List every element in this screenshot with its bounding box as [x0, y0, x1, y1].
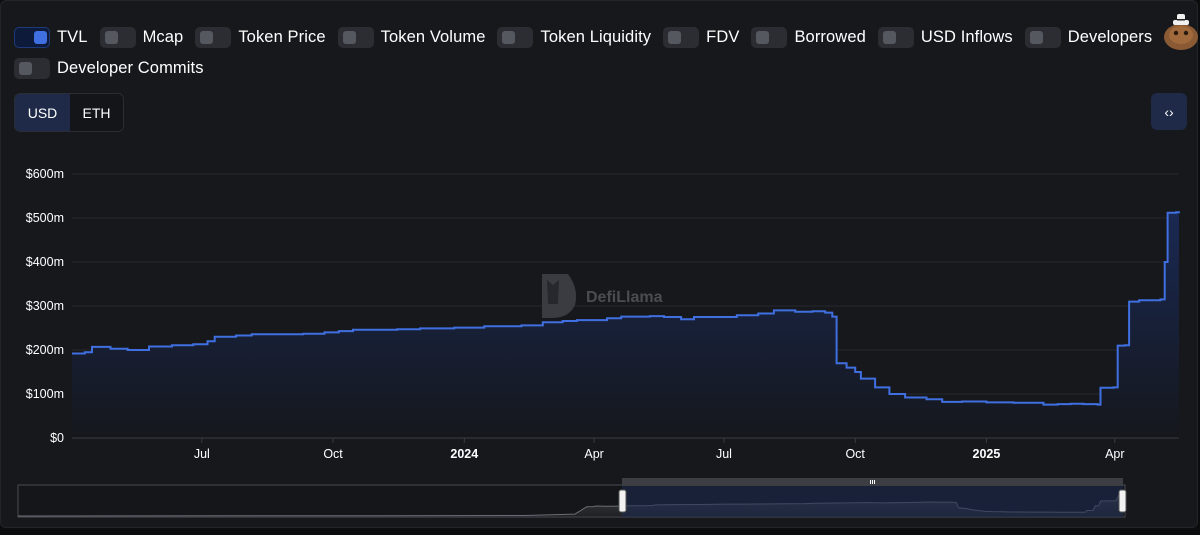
x-tick-label: 2025	[973, 447, 1001, 461]
toggle-knob	[1029, 31, 1043, 44]
toggle-switch[interactable]	[1024, 27, 1061, 48]
currency-usd-button[interactable]: USD	[15, 94, 70, 131]
toggle-switch[interactable]	[14, 58, 50, 79]
avatar[interactable]	[1162, 11, 1200, 51]
x-tick-label: Apr	[1105, 447, 1124, 461]
x-tick-label: Oct	[845, 447, 865, 461]
y-tick-label: $400m	[26, 255, 64, 269]
x-tick-label: 2024	[450, 447, 478, 461]
y-axis: $0 $100m $200m $300m $400m $500m $600m	[26, 167, 64, 445]
toggle-switch[interactable]	[99, 27, 136, 48]
toggle-borrowed[interactable]: Borrowed	[751, 27, 866, 48]
watermark: DefiLlama	[542, 274, 663, 318]
x-tick-label: Jul	[716, 447, 732, 461]
toggle-usd-inflows[interactable]: USD Inflows	[877, 27, 1013, 48]
toggle-knob	[668, 31, 682, 44]
embed-code-button[interactable]: ‹›	[1151, 93, 1187, 130]
x-tick-label: Oct	[323, 447, 343, 461]
toggle-switch[interactable]	[195, 27, 232, 48]
toggle-switch[interactable]	[663, 27, 700, 48]
toggle-label: Token Liquidity	[540, 28, 652, 46]
toggle-switch[interactable]	[751, 27, 788, 48]
toggle-developers[interactable]: Developers	[1024, 27, 1153, 48]
code-icon: ‹›	[1164, 103, 1174, 120]
toggle-label: Token Volume	[380, 28, 486, 46]
x-tick-label: Apr	[584, 447, 603, 461]
x-tick-label: Jul	[194, 447, 210, 461]
toggle-switch[interactable]	[497, 27, 534, 48]
y-tick-label: $0	[50, 431, 64, 445]
toggle-token-liquidity[interactable]: Token Liquidity	[497, 27, 651, 48]
tvl-area	[72, 211, 1179, 438]
toggle-label: Developers	[1067, 28, 1153, 46]
toggle-switch[interactable]	[877, 27, 914, 48]
toggle-knob	[342, 31, 356, 44]
currency-eth-button[interactable]: ETH	[70, 94, 123, 131]
toggle-knob	[19, 62, 32, 75]
llama-logo-icon	[542, 274, 577, 318]
toggle-label: Developer Commits	[57, 59, 204, 77]
toggle-label: Token Price	[238, 28, 326, 46]
toggle-knob	[200, 31, 214, 44]
slider-grip-icon	[870, 480, 875, 484]
toggle-knob	[756, 31, 770, 44]
toggle-token-volume[interactable]: Token Volume	[337, 27, 486, 48]
slider-selection[interactable]	[622, 485, 1123, 517]
watermark-text: DefiLlama	[586, 289, 663, 306]
toggle-mcap[interactable]: Mcap	[99, 27, 184, 48]
toggle-label: FDV	[706, 28, 740, 46]
toggle-label: TVL	[57, 28, 88, 46]
toggle-tvl[interactable]: TVL	[14, 27, 88, 48]
toggle-switch[interactable]	[14, 27, 50, 48]
y-tick-label: $500m	[26, 211, 64, 225]
toggle-label: USD Inflows	[920, 28, 1013, 46]
toggle-knob	[502, 31, 516, 44]
toggle-label: Mcap	[142, 28, 184, 46]
currency-selector: USD ETH	[14, 93, 124, 132]
toggle-knob	[34, 31, 47, 44]
toggle-token-price[interactable]: Token Price	[195, 27, 326, 48]
toggle-switch[interactable]	[337, 27, 374, 48]
tvl-line	[72, 211, 1180, 406]
y-tick-label: $600m	[26, 167, 64, 181]
y-tick-label: $300m	[26, 299, 64, 313]
toggle-knob	[882, 31, 896, 44]
y-tick-label: $200m	[26, 343, 64, 357]
range-slider[interactable]	[17, 478, 1127, 518]
slider-handle-left[interactable]	[618, 489, 627, 513]
toggle-label: Borrowed	[794, 28, 866, 46]
toggle-developer-commits[interactable]: Developer Commits	[14, 58, 204, 79]
slider-handle-right[interactable]	[1118, 489, 1127, 513]
toggle-fdv[interactable]: FDV	[663, 27, 739, 48]
toggle-knob	[104, 31, 118, 44]
metric-toggles: TVL Mcap Token Price Token Volume Token Liqu…	[14, 27, 1154, 79]
x-axis: Jul Oct 2024 Apr Jul Oct 2025 Apr	[194, 438, 1125, 461]
y-tick-label: $100m	[26, 387, 64, 401]
